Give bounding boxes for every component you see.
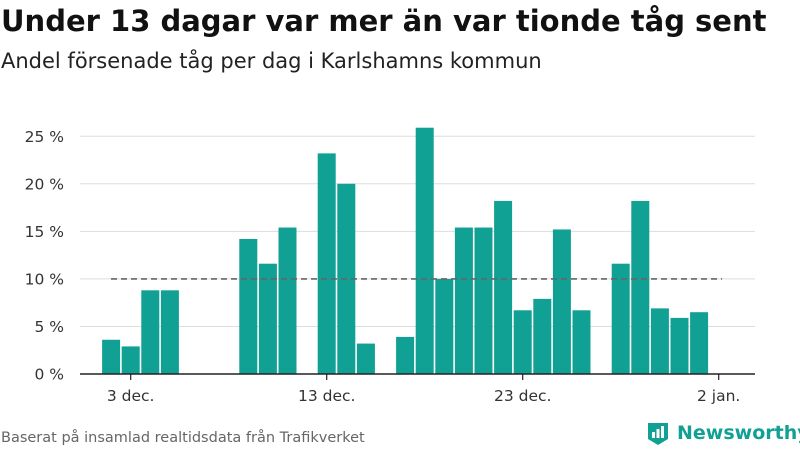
- x-tick-label: 23 dec.: [494, 387, 551, 405]
- bar: [533, 298, 552, 374]
- bar: [356, 343, 375, 374]
- bar: [435, 278, 454, 374]
- x-tick-label: 13 dec.: [298, 387, 355, 405]
- bar: [258, 263, 277, 374]
- y-tick-label: 0 %: [34, 366, 64, 384]
- bar-chart: 0 % 5 % 10 % 15 % 20 % 25 % 3 dec. 13 dec. 23 d…: [25, 127, 755, 405]
- y-tick-label: 10 %: [25, 270, 64, 288]
- y-axis-tick-labels: 0 % 5 % 10 % 15 % 20 % 25 %: [25, 128, 64, 384]
- chart-subtitle: Andel försenade tåg per dag i Karlshamns…: [1, 49, 542, 73]
- bar: [690, 312, 709, 374]
- bar: [513, 310, 532, 374]
- bar: [670, 317, 689, 374]
- bar: [474, 227, 493, 374]
- x-axis-tick-labels: 3 dec. 13 dec. 23 dec. 2 jan.: [107, 374, 740, 405]
- y-tick-label: 5 %: [34, 318, 64, 336]
- bar: [494, 200, 513, 374]
- chart-title: Under 13 dagar var mer än var tionde tåg…: [1, 4, 767, 38]
- brand-logo: Newsworthy: [645, 420, 800, 446]
- x-tick-label: 3 dec.: [107, 387, 155, 405]
- source-note: Baserat på insamlad realtidsdata från Tr…: [1, 430, 365, 446]
- bar: [141, 290, 160, 374]
- bar: [572, 310, 591, 374]
- bar: [611, 263, 630, 374]
- bar: [160, 290, 179, 374]
- bar: [317, 153, 336, 374]
- newsworthy-logo-icon: [648, 423, 668, 445]
- bar: [552, 229, 571, 374]
- bar: [278, 227, 297, 374]
- brand-name: Newsworthy: [677, 422, 800, 444]
- y-tick-label: 20 %: [25, 175, 64, 193]
- bar: [121, 346, 140, 374]
- bar: [239, 238, 258, 374]
- y-tick-label: 25 %: [25, 128, 64, 146]
- bar: [396, 336, 415, 374]
- x-tick-label: 2 jan.: [697, 387, 740, 405]
- bar: [102, 339, 121, 374]
- bar: [631, 200, 650, 374]
- bar: [415, 127, 434, 374]
- y-tick-label: 15 %: [25, 223, 64, 241]
- bars: [102, 127, 709, 374]
- bar: [454, 227, 473, 374]
- bar: [650, 308, 669, 374]
